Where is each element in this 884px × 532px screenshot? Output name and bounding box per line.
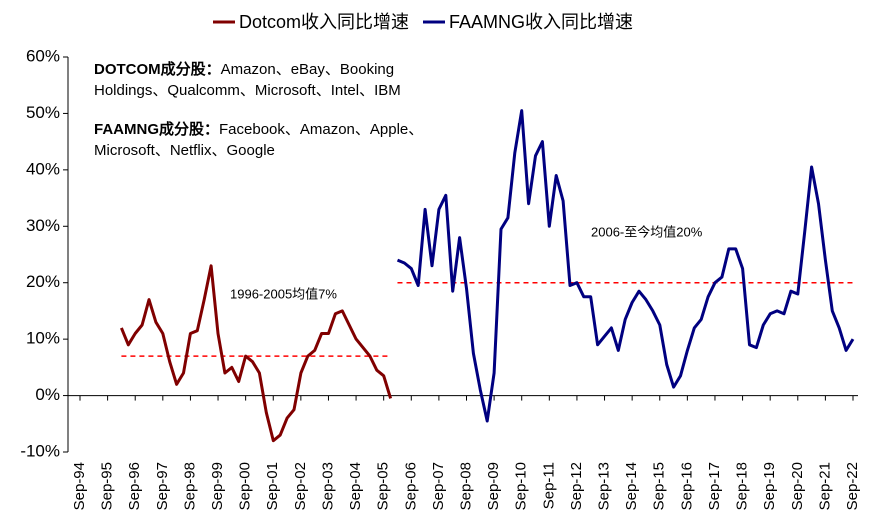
x-tick-label: Sep-08 xyxy=(457,462,474,510)
x-tick-label: Sep-05 xyxy=(375,462,392,510)
x-tick-label: Sep-19 xyxy=(761,462,778,510)
legend-label: Dotcom收入同比增速 xyxy=(239,12,409,32)
x-tick-label: Sep-20 xyxy=(789,462,806,510)
y-tick-label: 20% xyxy=(26,272,60,291)
x-tick-label: Sep-06 xyxy=(402,462,419,510)
y-tick-label: 60% xyxy=(26,46,60,65)
y-tick-label: 10% xyxy=(26,329,60,348)
x-tick-label: Sep-16 xyxy=(678,462,695,510)
reference-label: 1996-2005均值7% xyxy=(230,286,337,301)
series-line xyxy=(396,109,855,423)
x-tick-label: Sep-03 xyxy=(319,462,336,510)
x-tick-label: Sep-07 xyxy=(430,462,447,510)
x-tick-label: Sep-96 xyxy=(126,462,143,510)
x-tick-label: Sep-18 xyxy=(734,462,751,510)
x-tick-label: Sep-14 xyxy=(623,462,640,510)
x-tick-label: Sep-98 xyxy=(181,462,198,510)
x-tick-label: Sep-11 xyxy=(540,462,557,509)
annotation-line: Facebook、Amazon、Apple、 xyxy=(219,121,423,138)
x-tick-label: Sep-04 xyxy=(347,462,364,510)
annotation-line: Holdings、Qualcomm、Microsoft、Intel、IBM xyxy=(94,82,401,99)
x-tick-label: Sep-15 xyxy=(651,462,668,510)
x-tick-label: Sep-95 xyxy=(99,462,116,510)
annotation-line: Microsoft、Netflix、Google xyxy=(94,142,275,159)
y-tick-label: 30% xyxy=(26,216,60,235)
annotation-title: FAAMNG成分股： xyxy=(94,120,219,138)
x-tick-label: Sep-99 xyxy=(209,462,226,510)
x-tick-label: Sep-97 xyxy=(154,462,171,510)
x-tick-label: Sep-10 xyxy=(513,462,530,510)
x-tick-label: Sep-00 xyxy=(237,462,254,510)
x-tick-label: Sep-12 xyxy=(568,462,585,510)
series-line xyxy=(120,264,393,443)
legend-label: FAAMNG收入同比增速 xyxy=(449,12,633,32)
annotation-title: DOTCOM成分股： xyxy=(94,60,221,78)
x-tick-label: Sep-17 xyxy=(706,462,723,510)
x-tick-label: Sep-22 xyxy=(844,462,861,510)
x-tick-label: Sep-13 xyxy=(596,462,613,510)
y-tick-label: 0% xyxy=(35,385,60,404)
annotation: FAAMNG成分股：Facebook、Amazon、Apple、 Microsof… xyxy=(94,120,423,159)
annotation: DOTCOM成分股：Amazon、eBay、Booking Holdings、Qu… xyxy=(94,60,401,99)
x-tick-label: Sep-21 xyxy=(816,462,833,510)
x-tick-label: Sep-02 xyxy=(292,462,309,510)
x-tick-label: Sep-09 xyxy=(485,462,502,510)
y-tick-label: 50% xyxy=(26,103,60,122)
x-tick-label: Sep-01 xyxy=(264,462,281,510)
reference-label: 2006-至今均值20% xyxy=(591,224,703,239)
y-tick-label: -10% xyxy=(20,441,60,460)
x-tick-label: Sep-94 xyxy=(71,462,88,510)
annotation-line: Amazon、eBay、Booking xyxy=(221,61,394,78)
y-tick-label: 40% xyxy=(26,159,60,178)
